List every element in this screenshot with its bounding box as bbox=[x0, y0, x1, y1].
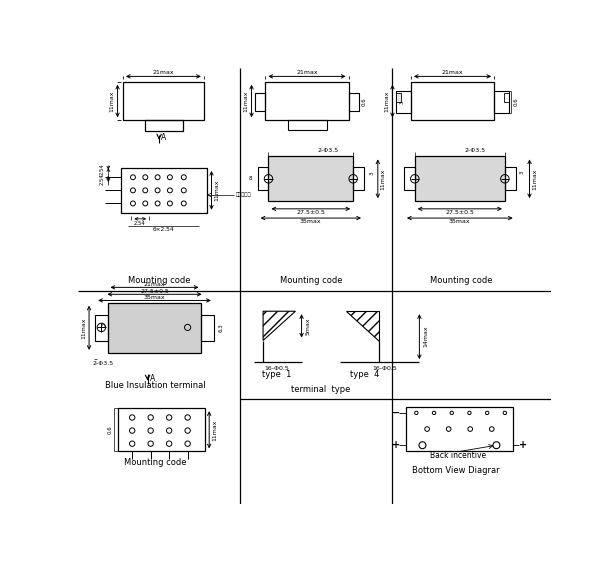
Text: 35max: 35max bbox=[449, 220, 471, 225]
Text: 2.54: 2.54 bbox=[99, 173, 104, 185]
Text: type  1: type 1 bbox=[262, 370, 292, 379]
Text: 6×2.54: 6×2.54 bbox=[153, 227, 174, 232]
Text: 0.6: 0.6 bbox=[362, 97, 367, 106]
Bar bbox=[415, 156, 505, 201]
Bar bbox=[268, 156, 353, 201]
Text: 35max: 35max bbox=[300, 220, 322, 225]
Text: 0.6: 0.6 bbox=[108, 426, 113, 434]
Text: Blue Insulation terminal: Blue Insulation terminal bbox=[105, 381, 206, 391]
Bar bbox=[353, 167, 364, 190]
Text: Mounting code: Mounting code bbox=[279, 276, 342, 285]
Text: 5max: 5max bbox=[305, 317, 310, 335]
Text: 21max: 21max bbox=[441, 70, 464, 75]
Text: 3: 3 bbox=[101, 323, 106, 326]
Text: Mounting code: Mounting code bbox=[128, 276, 190, 285]
Bar bbox=[255, 93, 265, 111]
Bar bbox=[107, 303, 201, 353]
Bar bbox=[201, 315, 214, 341]
Text: 0.6: 0.6 bbox=[513, 97, 518, 106]
Text: A: A bbox=[150, 374, 155, 383]
Bar bbox=[95, 315, 107, 341]
Text: 14max: 14max bbox=[423, 326, 428, 348]
Bar bbox=[395, 91, 411, 113]
Text: +: + bbox=[518, 440, 527, 450]
Text: 3: 3 bbox=[399, 100, 404, 104]
Text: terminal  type: terminal type bbox=[291, 385, 351, 395]
Text: 11max: 11max bbox=[384, 91, 389, 112]
Bar bbox=[120, 168, 207, 213]
Text: 27.5±0.5: 27.5±0.5 bbox=[297, 210, 325, 215]
Bar bbox=[404, 167, 415, 190]
Text: 21max: 21max bbox=[144, 282, 165, 287]
Text: 8: 8 bbox=[249, 176, 252, 181]
Text: 11max: 11max bbox=[81, 317, 86, 338]
Text: 2-Φ3.5: 2-Φ3.5 bbox=[317, 148, 338, 153]
Text: 21max: 21max bbox=[152, 70, 174, 75]
Bar bbox=[119, 408, 204, 451]
Text: Mounting code: Mounting code bbox=[430, 276, 493, 285]
Text: 27.5±0.5: 27.5±0.5 bbox=[140, 289, 169, 294]
Text: 11max: 11max bbox=[110, 91, 115, 112]
Text: 35max: 35max bbox=[144, 295, 165, 300]
Bar bbox=[144, 121, 183, 131]
Bar bbox=[123, 82, 204, 121]
Text: 2.54: 2.54 bbox=[133, 221, 145, 226]
Bar bbox=[405, 407, 513, 451]
Text: 3: 3 bbox=[519, 170, 524, 174]
Text: 27.5±0.5: 27.5±0.5 bbox=[445, 210, 474, 215]
Text: +: + bbox=[392, 440, 400, 450]
Text: 16-Φ0.5: 16-Φ0.5 bbox=[372, 366, 397, 371]
Text: A: A bbox=[161, 132, 166, 142]
Text: 16-Φ0.5: 16-Φ0.5 bbox=[265, 366, 289, 371]
Text: 3: 3 bbox=[369, 171, 374, 175]
Bar bbox=[505, 167, 516, 190]
Text: Bottom View Diagrar: Bottom View Diagrar bbox=[412, 466, 499, 475]
Bar bbox=[494, 91, 510, 113]
Bar bbox=[289, 121, 327, 130]
Bar bbox=[411, 82, 494, 121]
Bar bbox=[504, 93, 510, 102]
Bar bbox=[258, 167, 268, 190]
Text: 11max: 11max bbox=[244, 91, 249, 112]
Text: 11max: 11max bbox=[381, 168, 386, 190]
Bar bbox=[265, 82, 349, 121]
Text: 11max: 11max bbox=[532, 168, 537, 190]
Text: 11max: 11max bbox=[212, 419, 217, 440]
Text: Back incentive: Back incentive bbox=[430, 451, 486, 460]
Bar bbox=[349, 93, 359, 111]
Text: 2.54: 2.54 bbox=[99, 163, 104, 175]
Text: 21max: 21max bbox=[296, 70, 318, 75]
Text: 6.3: 6.3 bbox=[219, 323, 224, 332]
Bar bbox=[395, 93, 401, 102]
Text: type  4: type 4 bbox=[350, 370, 379, 379]
Text: 2-Φ3.5: 2-Φ3.5 bbox=[92, 361, 114, 366]
Text: 2-Φ3.5: 2-Φ3.5 bbox=[465, 148, 486, 153]
Text: −: − bbox=[392, 408, 400, 418]
Text: Mounting code: Mounting code bbox=[124, 458, 187, 468]
Text: 11max: 11max bbox=[214, 179, 219, 201]
Text: 有色给缘子: 有色给缘子 bbox=[236, 192, 252, 198]
